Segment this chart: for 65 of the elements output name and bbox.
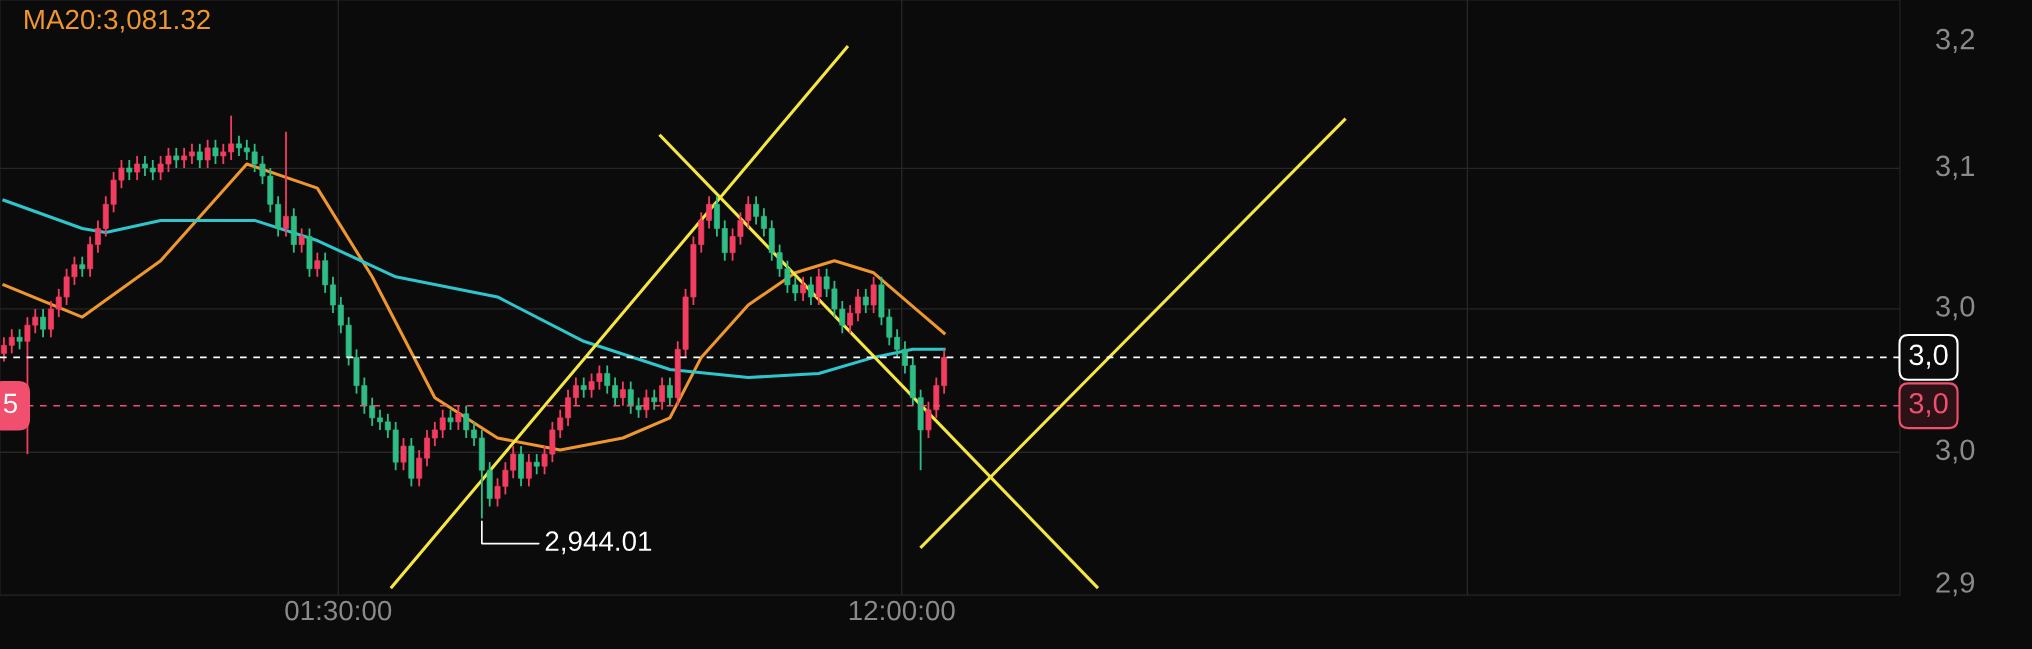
annotation: 2,944.01 [545, 531, 652, 555]
candlestick [815, 267, 822, 306]
text: 3,0 [1936, 439, 1975, 464]
candlestick [525, 453, 532, 488]
text: 3,2 [1936, 28, 1974, 53]
candlestick [142, 155, 148, 177]
candlestick [666, 376, 673, 407]
candlestick [862, 287, 869, 314]
candlestick [753, 195, 760, 226]
candlestick [181, 146, 188, 169]
candlestick [314, 251, 321, 278]
text: MA20:3,081.32 [25, 9, 210, 33]
candlestick [377, 408, 383, 431]
candlestick [800, 275, 807, 302]
candlestick [808, 275, 814, 306]
candlestick [79, 255, 86, 278]
text: 3,0 [1909, 344, 1948, 369]
candlestick [643, 388, 650, 419]
text: 3,0 [1936, 296, 1975, 321]
candlestick [651, 388, 658, 411]
candlestick [659, 376, 666, 411]
candlestick [855, 287, 861, 323]
candlestick [16, 328, 23, 351]
candlestick [212, 138, 219, 165]
x-tick-label: 01:30:00 [285, 600, 392, 621]
candlestick [47, 300, 54, 339]
candlestick [619, 380, 626, 407]
candlestick [298, 227, 305, 254]
candlestick [189, 142, 195, 165]
candlestick [760, 207, 767, 238]
candlestick [604, 364, 611, 395]
candlestick [400, 437, 407, 472]
candlestick [173, 146, 180, 169]
candlestick [424, 429, 430, 468]
candlestick [455, 404, 462, 431]
candlestick [149, 159, 156, 182]
candlestick [196, 142, 203, 169]
candlestick [283, 130, 289, 238]
candlestick [870, 275, 877, 314]
candlestick [471, 420, 477, 447]
candlestick [580, 376, 587, 399]
candlestick [572, 376, 579, 407]
candlestick [847, 304, 854, 335]
candlestick [447, 408, 454, 431]
candlestick [463, 404, 470, 439]
candlestick [236, 134, 242, 157]
text: 2,9 [1936, 572, 1975, 597]
candlestick [134, 155, 141, 182]
candlestick [533, 453, 540, 476]
candlestick [612, 376, 618, 407]
candlestick [416, 449, 423, 488]
candlestick [95, 219, 101, 254]
text: 3,0 [1909, 392, 1948, 418]
candlestick [902, 340, 908, 375]
candlestick [706, 195, 713, 230]
candlestick [40, 308, 47, 339]
candlestick [8, 328, 15, 355]
candlestick [330, 275, 336, 314]
x-tick-label: 12:00:00 [849, 600, 955, 621]
candlestick [0, 336, 7, 363]
candlestick [204, 138, 211, 169]
candlestick [565, 388, 571, 427]
annotation: 5 [3, 393, 18, 414]
text: 3,1 [1936, 155, 1975, 180]
candlestick [126, 159, 133, 182]
